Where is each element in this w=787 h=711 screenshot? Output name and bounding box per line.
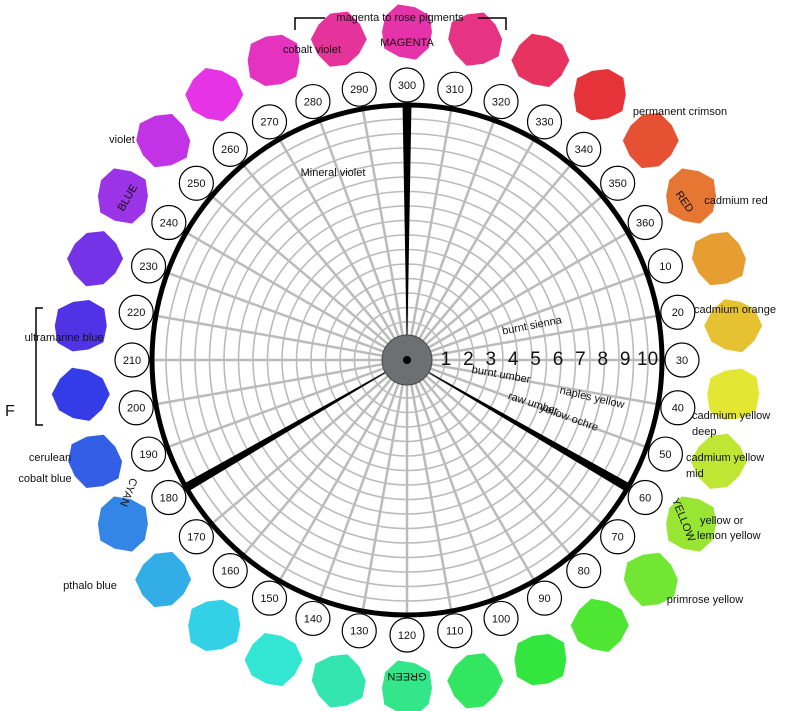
pigment-label: mid — [686, 468, 704, 480]
paint-swatch — [67, 231, 123, 286]
primary-label: GREEN — [387, 670, 426, 682]
scale-number: 6 — [553, 349, 564, 370]
scale-number: 3 — [486, 349, 497, 370]
paint-swatch — [136, 114, 190, 167]
pigment-label: cadmium red — [704, 195, 768, 207]
paint-swatch — [571, 599, 629, 652]
hue-number: 20 — [672, 307, 684, 319]
hue-number: 170 — [187, 532, 205, 544]
hue-number: 30 — [676, 355, 688, 367]
hue-number: 270 — [260, 117, 278, 129]
hue-number: 250 — [187, 178, 205, 190]
paint-swatch — [248, 35, 300, 86]
hue-number: 10 — [659, 261, 671, 273]
scale-number: 5 — [530, 349, 541, 370]
hue-number: 290 — [350, 84, 368, 96]
hue-number: 310 — [446, 84, 464, 96]
paint-swatch — [185, 68, 243, 121]
primary-label: MAGENTA — [380, 37, 434, 49]
hue-number: 200 — [127, 403, 145, 415]
pigment-label: deep — [692, 426, 716, 438]
scale-number: 4 — [508, 349, 519, 370]
pigment-label: ultramarine blue — [25, 332, 104, 344]
scale-number: 7 — [575, 349, 586, 370]
scale-number: 9 — [620, 349, 631, 370]
hue-number: 50 — [659, 449, 671, 461]
hue-number: 360 — [636, 217, 654, 229]
paint-swatch — [52, 368, 110, 421]
bracket-label: magenta to rose pigments — [336, 12, 464, 24]
paint-swatch — [135, 552, 191, 607]
hue-number: 150 — [260, 593, 278, 605]
hue-number: 80 — [578, 566, 590, 578]
paint-swatch — [623, 113, 679, 168]
paint-swatch — [312, 654, 366, 707]
scale-number: 8 — [598, 349, 609, 370]
bracket — [36, 308, 43, 425]
pigment-label: cadmium yellow — [686, 452, 764, 464]
paint-swatch — [692, 232, 746, 285]
pigment-label: permanent crimson — [633, 106, 727, 118]
pigment-label: cobalt violet — [283, 44, 341, 56]
inner-pigment: Mineral violet — [301, 167, 366, 179]
hue-number: 140 — [304, 613, 322, 625]
hue-number: 100 — [492, 613, 510, 625]
hue-number: 120 — [398, 630, 416, 642]
paint-swatch — [188, 600, 240, 651]
hue-number: 40 — [672, 403, 684, 415]
hue-number: 160 — [221, 566, 239, 578]
scale-number: 10 — [637, 349, 658, 370]
hue-number: 110 — [446, 626, 464, 638]
scale-number: 2 — [463, 349, 474, 370]
paint-swatch — [245, 633, 303, 686]
paint-swatch — [511, 34, 569, 87]
side-letter: F — [5, 403, 15, 420]
pigment-label: cadmium orange — [694, 304, 776, 316]
pigment-label: cerulean — [29, 452, 71, 464]
hue-number: 230 — [139, 261, 157, 273]
pigment-label: lemon yellow — [697, 530, 761, 542]
paint-swatch — [382, 660, 432, 711]
hue-number: 220 — [127, 307, 145, 319]
pigment-label: yellow or — [700, 515, 744, 527]
hue-number: 280 — [304, 96, 322, 108]
hue-number: 60 — [639, 492, 651, 504]
hue-number: 350 — [608, 178, 626, 190]
hue-number: 70 — [612, 532, 624, 544]
hue-number: 320 — [492, 96, 510, 108]
hue-number: 90 — [538, 593, 550, 605]
hue-number: 300 — [398, 80, 416, 92]
paint-swatch — [447, 653, 503, 708]
paint-swatch — [574, 69, 626, 120]
hue-number: 240 — [160, 217, 178, 229]
pigment-label: violet — [109, 134, 135, 146]
hue-number: 340 — [575, 144, 593, 156]
hub-dot — [403, 356, 411, 364]
color-wheel: 1020304050607080901001101201301401501601… — [0, 0, 787, 711]
hue-number: 210 — [123, 355, 141, 367]
pigment-label: primrose yellow — [667, 594, 743, 606]
pigment-label: cobalt blue — [18, 473, 71, 485]
pigment-label: pthalo blue — [63, 580, 117, 592]
hue-number: 330 — [535, 117, 553, 129]
pigment-label: cadmium yellow — [692, 410, 770, 422]
hue-number: 180 — [160, 492, 178, 504]
hue-number: 190 — [139, 449, 157, 461]
hue-number: 130 — [350, 626, 368, 638]
paint-swatch — [514, 634, 566, 685]
paint-swatch — [68, 435, 122, 488]
scale-number: 1 — [441, 349, 452, 370]
hue-number: 260 — [221, 144, 239, 156]
